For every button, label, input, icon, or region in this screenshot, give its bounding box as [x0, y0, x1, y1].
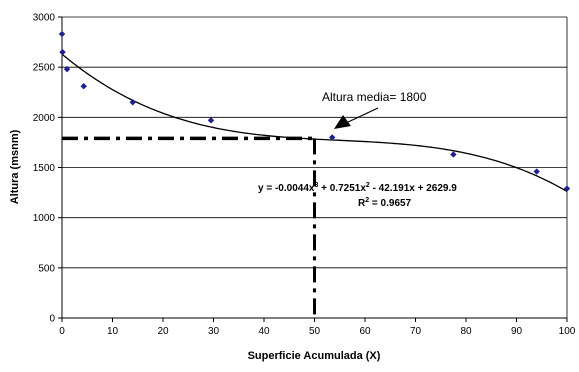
data-point [80, 83, 87, 90]
data-point [563, 185, 571, 192]
y-tick-label: 1000 [33, 213, 56, 224]
x-axis-title: Superficie Acumulada (X) [248, 350, 381, 362]
y-tick-label: 500 [38, 263, 55, 274]
x-tick-label: 10 [107, 326, 119, 337]
x-tick-label: 70 [410, 326, 422, 337]
data-point [59, 48, 66, 56]
y-axis-title: Altura (msnm) [9, 129, 21, 204]
x-tick-label: 90 [511, 326, 523, 337]
x-tick-label: 60 [359, 326, 371, 337]
y-tick-label: 2500 [33, 63, 56, 74]
x-tick-label: 30 [208, 326, 220, 337]
annotation-label: Altura media= 1800 [322, 90, 427, 104]
data-point [129, 99, 136, 106]
data-point [450, 151, 457, 158]
y-tick-label: 3000 [33, 13, 56, 24]
data-point [328, 134, 336, 141]
y-tick-label: 0 [49, 314, 55, 325]
data-point [63, 65, 71, 73]
y-tick-label: 2000 [33, 113, 56, 124]
trendline-r2: R2 = 0.9657 [358, 197, 412, 209]
annotation-arrow [334, 107, 379, 129]
x-axis-ticks: 0 10 20 30 40 50 60 70 80 90 100 [59, 318, 576, 337]
trendline-equation: y = -0.0044x3 + 0.7251x2 - 42.191x + 262… [258, 182, 457, 194]
data-points [58, 30, 571, 192]
x-tick-label: 50 [309, 326, 321, 337]
data-point [207, 117, 215, 124]
x-tick-label: 40 [258, 326, 270, 337]
reference-lines [62, 136, 316, 318]
x-tick-label: 0 [59, 326, 65, 337]
y-tick-label: 1500 [33, 163, 56, 174]
trendline [61, 53, 568, 192]
data-point [533, 168, 540, 175]
data-point [58, 30, 66, 38]
x-tick-label: 100 [559, 326, 576, 337]
x-tick-label: 20 [157, 326, 169, 337]
y-axis-ticks: 0 500 1000 1500 2000 2500 3000 [33, 13, 62, 325]
x-tick-label: 80 [460, 326, 472, 337]
